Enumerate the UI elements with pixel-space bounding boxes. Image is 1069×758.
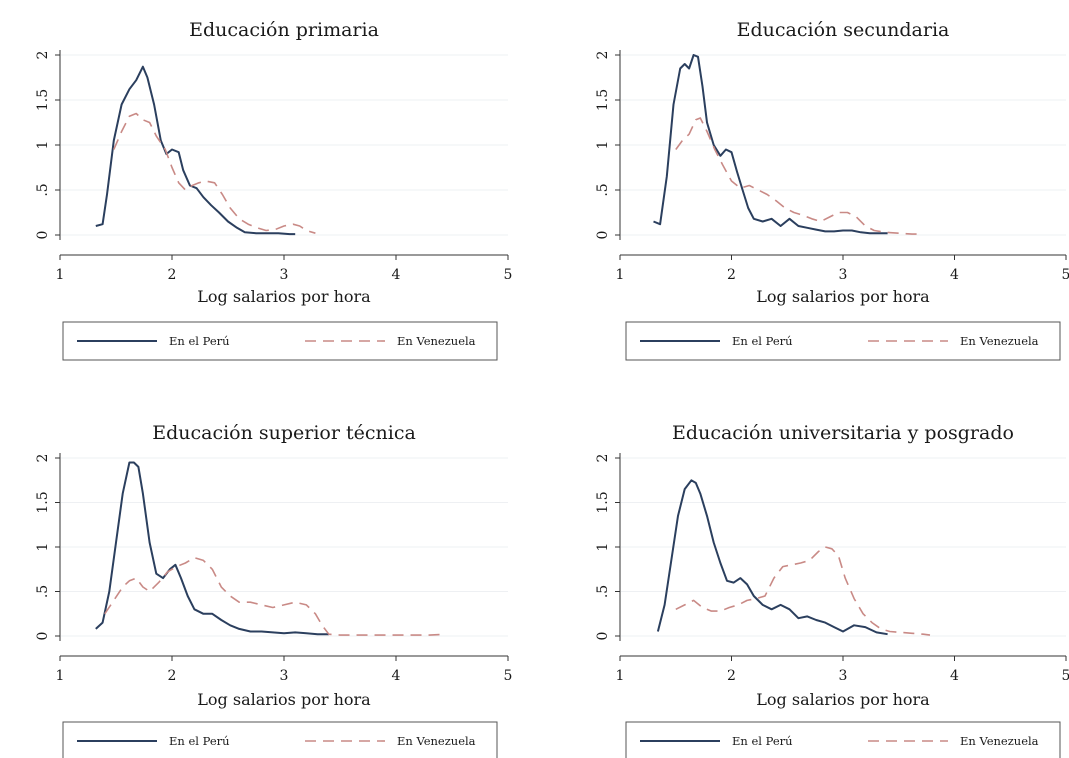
x-axis-label: Log salarios por hora [756,287,930,306]
panel-title: Educación superior técnica [152,422,416,444]
panel-title: Educación universitaria y posgrado [672,422,1014,444]
y-tick-label: 0 [35,231,51,240]
x-tick-label: 5 [504,267,513,283]
y-tick-label: .5 [595,183,611,196]
y-tick-label: 1.5 [35,89,51,111]
x-tick-label: 3 [280,668,289,684]
legend-label: En el Perú [732,334,793,348]
y-tick-label: .5 [35,585,51,598]
x-tick-label: 3 [839,668,848,684]
y-tick-label: 2 [595,454,611,463]
legend: En el Perú En Venezuela [625,321,1061,361]
x-tick-label: 4 [950,668,959,684]
x-tick-label: 3 [839,267,848,283]
y-tick-label: 1.5 [595,491,611,513]
series-venezuela-line [113,112,316,234]
x-tick-label: 5 [1062,668,1069,684]
panel-3: Educación superior técnica 0 .5 1 1.5 2 1 2 3 4 5 L… [35,422,512,758]
y-tick-label: 2 [595,51,611,60]
y-tick-label: .5 [595,585,611,598]
series-peru-line [95,461,329,636]
panel-title: Educación secundaria [737,19,950,41]
x-tick-label: 1 [616,267,625,283]
legend: En el Perú En Venezuela [62,721,498,758]
y-tick-label: 1 [595,543,611,552]
legend-label: En Venezuela [397,734,476,748]
y-tick-label: 0 [595,632,611,641]
series-peru-line [653,54,888,235]
panel-title: Educación primaria [189,19,379,41]
x-axis-label: Log salarios por hora [197,690,371,709]
legend-label: En Venezuela [960,734,1039,748]
x-tick-label: 4 [392,267,401,283]
x-tick-label: 1 [56,267,65,283]
series-peru-line [656,479,888,636]
x-tick-label: 4 [950,267,959,283]
y-tick-label: 1 [35,543,51,552]
series-venezuela-line [675,546,931,636]
panel-4: Educación universitaria y posgrado 0 .5 1 1.… [595,422,1069,758]
legend-label: En el Perú [732,734,793,748]
y-tick-label: 1.5 [595,89,611,111]
x-tick-label: 5 [504,668,513,684]
legend-label: En Venezuela [397,334,476,348]
legend-label: En el Perú [169,334,230,348]
legend-label: En el Perú [169,734,230,748]
x-tick-label: 2 [727,267,736,283]
y-tick-label: 2 [35,454,51,463]
y-tick-label: 0 [35,632,51,641]
panel-1: Educación primaria 0 .5 1 1.5 2 1 2 3 4 5 Log salar… [35,19,513,361]
y-tick-label: .5 [35,183,51,196]
y-tick-label: 2 [35,51,51,60]
x-tick-label: 3 [280,267,289,283]
panel-2: Educación secundaria 0 .5 1 1.5 2 1 2 3 4 5 Log sal… [595,19,1069,361]
series-venezuela-line [675,117,919,235]
x-tick-label: 2 [168,668,177,684]
legend: En el Perú En Venezuela [62,321,498,361]
y-tick-label: 1.5 [35,491,51,513]
series-peru-line [95,65,296,236]
y-tick-label: 1 [35,141,51,150]
x-tick-label: 2 [168,267,177,283]
x-axis-label: Log salarios por hora [197,287,371,306]
series-venezuela-line [104,556,447,636]
x-tick-label: 1 [56,668,65,684]
legend: En el Perú En Venezuela [625,721,1061,758]
legend-label: En Venezuela [960,334,1039,348]
y-tick-label: 0 [595,231,611,240]
y-tick-label: 1 [595,141,611,150]
x-axis-label: Log salarios por hora [756,690,930,709]
x-tick-label: 4 [392,668,401,684]
x-tick-label: 1 [616,668,625,684]
x-tick-label: 5 [1062,267,1069,283]
x-tick-label: 2 [727,668,736,684]
